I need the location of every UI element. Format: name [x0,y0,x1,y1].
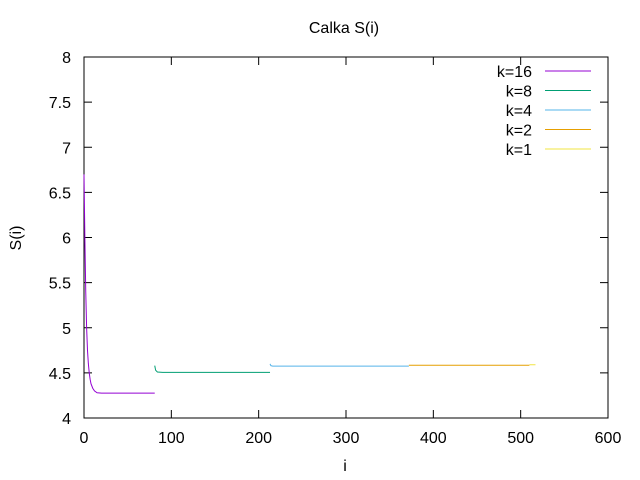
series-line-k4 [269,363,409,367]
x-tick-label: 600 [595,430,622,447]
legend-label: k=8 [506,84,532,101]
x-axis-label: i [343,458,347,475]
x-tick-label: 300 [333,430,360,447]
y-axis-label: S(i) [8,226,25,251]
series-line-k16 [83,174,155,394]
chart-title: Calka S(i) [309,20,379,37]
legend: k=16 k=8 k=4 k=2 k=1 [497,64,591,159]
y-tick-label: 5 [62,321,71,338]
x-tick-label: 100 [158,430,185,447]
legend-label: k=2 [506,123,532,140]
x-tick-label: 200 [245,430,272,447]
x-tick-label: 400 [420,430,447,447]
x-tick-label: 0 [80,430,89,447]
legend-label: k=4 [506,103,532,120]
y-tick-label: 4 [62,411,71,428]
series-line-k8 [154,365,271,373]
x-axis: 0 100 200 300 400 500 600 [80,57,622,447]
legend-label: k=16 [497,64,532,81]
series-layer [83,174,536,394]
y-tick-label: 6 [62,231,71,248]
legend-label: k=1 [506,142,532,159]
x-tick-label: 500 [507,430,534,447]
y-tick-label: 8 [62,50,71,67]
y-tick-label: 6.5 [49,185,71,202]
y-tick-label: 4.5 [49,366,71,383]
y-tick-label: 5.5 [49,276,71,293]
y-axis: 4 4.5 5 5.5 6 6.5 7 7.5 8 [49,50,608,428]
y-tick-label: 7 [62,140,71,157]
y-tick-label: 7.5 [49,95,71,112]
